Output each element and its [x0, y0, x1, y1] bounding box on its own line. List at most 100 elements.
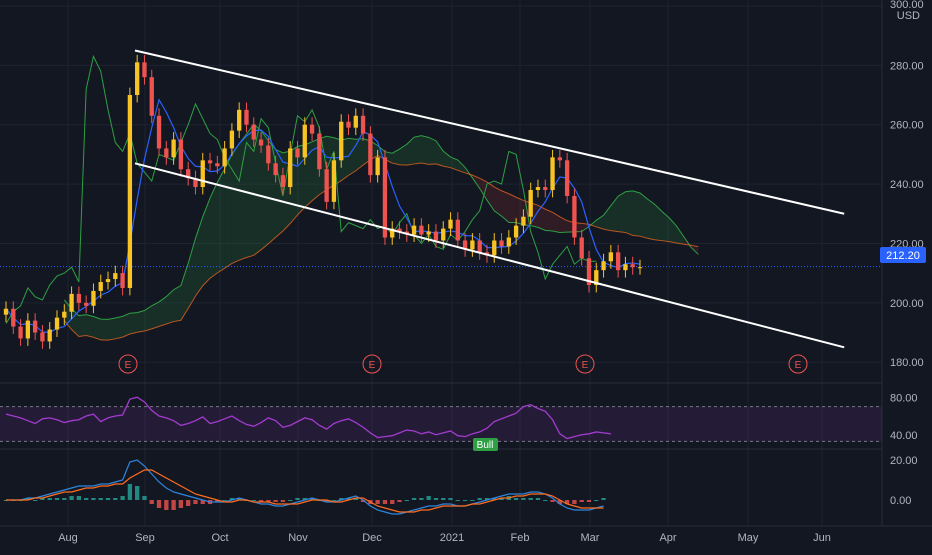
candle[interactable]: [171, 139, 176, 158]
candle[interactable]: [390, 228, 395, 238]
candle[interactable]: [11, 308, 16, 327]
candle[interactable]: [186, 169, 191, 179]
candle[interactable]: [513, 225, 519, 238]
candle[interactable]: [462, 240, 468, 250]
candle[interactable]: [564, 160, 570, 196]
cloud-segment: [552, 212, 560, 233]
candle[interactable]: [623, 264, 628, 271]
earnings-marker-circle[interactable]: [118, 354, 138, 374]
candle[interactable]: [229, 130, 235, 149]
candle[interactable]: [266, 145, 271, 164]
candle[interactable]: [295, 148, 300, 158]
candle[interactable]: [331, 160, 337, 202]
candle[interactable]: [32, 320, 38, 333]
candle[interactable]: [397, 228, 402, 232]
candle[interactable]: [426, 231, 431, 235]
candle[interactable]: [113, 273, 118, 280]
candle[interactable]: [222, 148, 227, 167]
candle[interactable]: [586, 258, 592, 285]
candle[interactable]: [419, 225, 424, 235]
candle[interactable]: [360, 115, 366, 134]
candle[interactable]: [207, 160, 213, 164]
candle[interactable]: [3, 308, 9, 315]
candle[interactable]: [280, 175, 286, 188]
candle[interactable]: [98, 282, 103, 291]
candle[interactable]: [142, 62, 147, 78]
candle[interactable]: [543, 187, 548, 190]
macd-line[interactable]: [6, 459, 604, 515]
candle[interactable]: [178, 139, 184, 170]
candle[interactable]: [251, 124, 256, 140]
candle[interactable]: [594, 270, 599, 285]
candle[interactable]: [25, 320, 31, 339]
candle[interactable]: [353, 115, 358, 128]
candle[interactable]: [200, 160, 205, 188]
candle[interactable]: [368, 133, 373, 176]
candle[interactable]: [579, 237, 584, 259]
candle[interactable]: [601, 261, 606, 271]
macd-signal-line[interactable]: [6, 469, 604, 513]
candle[interactable]: [54, 317, 60, 330]
candle[interactable]: [557, 157, 563, 161]
candle[interactable]: [411, 225, 417, 235]
candle[interactable]: [76, 293, 82, 303]
candle[interactable]: [382, 157, 388, 238]
candle[interactable]: [149, 77, 154, 116]
candle[interactable]: [492, 240, 497, 256]
candle[interactable]: [302, 124, 307, 158]
earnings-marker-circle[interactable]: [362, 354, 382, 374]
candle[interactable]: [62, 311, 67, 318]
candle[interactable]: [288, 148, 293, 188]
candle[interactable]: [47, 329, 52, 342]
candle[interactable]: [244, 109, 249, 125]
candle[interactable]: [499, 240, 504, 247]
candle[interactable]: [346, 121, 351, 128]
candle[interactable]: [120, 273, 125, 288]
candle[interactable]: [324, 169, 329, 202]
candle[interactable]: [506, 237, 511, 247]
candle[interactable]: [448, 219, 453, 229]
candle[interactable]: [455, 219, 460, 241]
channel-lower-line[interactable]: [134, 162, 845, 349]
candle[interactable]: [156, 115, 162, 149]
candle[interactable]: [18, 326, 23, 339]
candle[interactable]: [273, 163, 278, 176]
candle[interactable]: [193, 178, 198, 188]
candle[interactable]: [441, 228, 446, 241]
candle[interactable]: [91, 290, 96, 306]
cloud-segment: [137, 310, 145, 333]
rsi-line[interactable]: [5, 396, 611, 440]
candle[interactable]: [477, 240, 482, 253]
candle[interactable]: [339, 121, 344, 161]
candle[interactable]: [630, 264, 635, 268]
candle[interactable]: [615, 252, 621, 271]
candle[interactable]: [608, 252, 614, 262]
cloud-segment: [486, 182, 495, 211]
candle[interactable]: [375, 157, 380, 176]
channel-upper-line[interactable]: [134, 49, 845, 215]
earnings-marker-circle[interactable]: [788, 354, 808, 374]
price-axis-tick: 240.00: [890, 179, 924, 191]
candle[interactable]: [127, 95, 133, 288]
candle[interactable]: [309, 124, 315, 134]
candle[interactable]: [40, 332, 45, 342]
candle[interactable]: [164, 148, 169, 158]
candle[interactable]: [83, 302, 89, 306]
candle[interactable]: [637, 267, 643, 269]
candle[interactable]: [572, 195, 577, 238]
candle[interactable]: [470, 240, 475, 250]
candle[interactable]: [521, 216, 526, 226]
candle[interactable]: [237, 109, 242, 131]
candle[interactable]: [105, 279, 111, 283]
candle[interactable]: [550, 157, 555, 190]
candle[interactable]: [215, 163, 220, 167]
candle[interactable]: [317, 133, 322, 170]
candle[interactable]: [69, 293, 74, 312]
candle[interactable]: [528, 190, 533, 217]
candle[interactable]: [433, 231, 439, 241]
candle[interactable]: [258, 139, 264, 146]
candle[interactable]: [135, 62, 140, 95]
candle[interactable]: [535, 187, 541, 190]
earnings-marker-circle[interactable]: [575, 354, 595, 374]
